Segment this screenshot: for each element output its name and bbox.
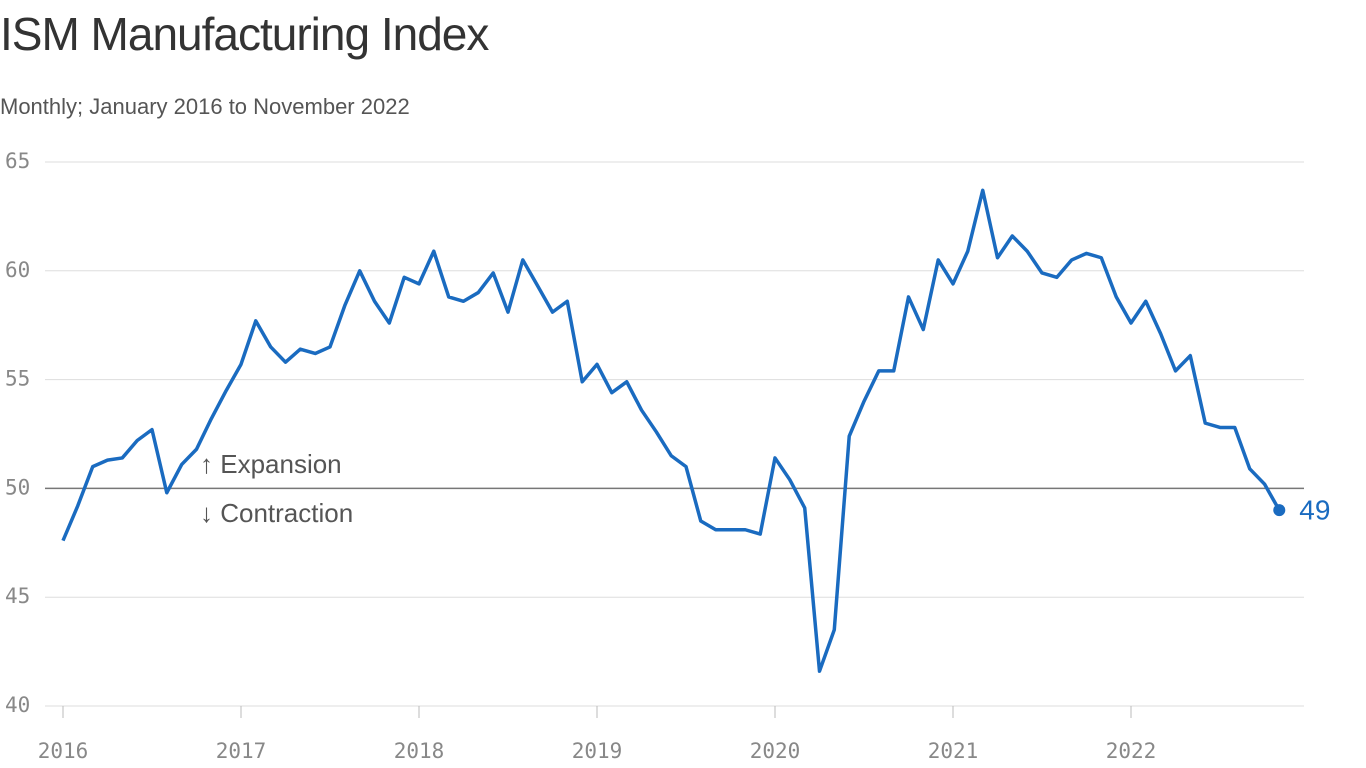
end-label: 49	[1299, 495, 1330, 526]
end-point	[1273, 504, 1286, 517]
y-tick-label: 45	[5, 584, 30, 608]
x-tick-label: 2021	[928, 739, 979, 763]
x-tick-label: 2017	[216, 739, 267, 763]
x-tick-label: 2016	[38, 739, 89, 763]
chart-title: ISM Manufacturing Index	[0, 8, 489, 60]
annotation: ↓ Contraction	[200, 498, 353, 528]
y-tick-label: 60	[5, 258, 30, 282]
series-line	[61, 188, 1281, 673]
y-tick-label: 65	[5, 149, 30, 173]
x-tick-label: 2022	[1106, 739, 1157, 763]
y-tick-label: 40	[5, 693, 30, 717]
y-tick-label: 55	[5, 367, 30, 391]
x-tick-label: 2020	[750, 739, 801, 763]
chart-subtitle: Monthly; January 2016 to November 2022	[0, 94, 410, 119]
annotation: ↑ Expansion	[200, 449, 342, 479]
x-tick-label: 2019	[572, 739, 623, 763]
y-tick-label: 50	[5, 475, 30, 499]
x-tick-label: 2018	[394, 739, 445, 763]
